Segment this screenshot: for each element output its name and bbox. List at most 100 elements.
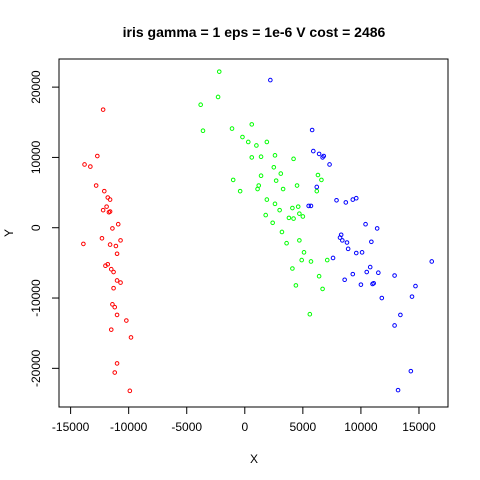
- data-point: [264, 139, 270, 145]
- data-point: [309, 127, 315, 133]
- data-point: [272, 153, 278, 158]
- series-2: [198, 69, 330, 317]
- data-point: [108, 266, 114, 272]
- data-point: [114, 278, 120, 283]
- data-point: [270, 220, 275, 226]
- data-point: [429, 259, 435, 264]
- data-point: [258, 154, 264, 160]
- data-point: [271, 164, 277, 170]
- data-point: [392, 323, 397, 328]
- data-point: [103, 263, 108, 268]
- data-point: [114, 251, 120, 257]
- x-tick-label: -15000: [52, 420, 90, 434]
- data-point: [200, 128, 206, 134]
- data-point: [314, 188, 320, 194]
- data-point: [263, 212, 268, 218]
- data-point: [315, 172, 321, 178]
- data-point: [100, 207, 106, 213]
- data-point: [114, 312, 120, 318]
- data-point: [279, 229, 285, 235]
- data-point: [107, 197, 113, 202]
- data-point: [353, 195, 359, 201]
- data-point: [198, 102, 203, 107]
- data-point: [290, 205, 295, 211]
- data-point: [342, 277, 347, 283]
- data-point: [99, 235, 105, 241]
- data-point: [367, 264, 373, 270]
- data-point: [286, 215, 292, 221]
- data-point: [358, 282, 364, 287]
- data-point: [111, 285, 116, 291]
- chart-title: iris gamma = 1 eps = 1e-6 V cost = 2486: [123, 24, 386, 40]
- data-point: [379, 295, 385, 301]
- data-point: [374, 226, 380, 231]
- data-point: [104, 204, 109, 209]
- data-point: [272, 201, 278, 207]
- data-point: [343, 200, 349, 205]
- data-point: [345, 246, 351, 252]
- data-point: [249, 122, 255, 127]
- x-axis: -15000 -10000 -5000 0 5000 10000 15000: [52, 406, 436, 434]
- data-point: [106, 209, 112, 215]
- data-point: [118, 280, 123, 285]
- data-point: [363, 221, 368, 227]
- series-1: [81, 107, 134, 394]
- data-point: [115, 221, 121, 227]
- y-tick-label: 20000: [29, 70, 43, 104]
- data-point: [230, 177, 236, 183]
- x-tick-label: 10000: [344, 420, 378, 434]
- data-point: [297, 211, 302, 216]
- data-point: [369, 239, 374, 245]
- data-point: [114, 361, 120, 366]
- data-point: [408, 368, 414, 374]
- data-point: [128, 335, 134, 340]
- data-point: [301, 250, 307, 255]
- data-point: [118, 238, 123, 243]
- data-point: [112, 370, 118, 375]
- data-point: [409, 294, 415, 299]
- data-point: [290, 266, 295, 271]
- data-point: [215, 94, 221, 100]
- data-point: [101, 188, 107, 194]
- x-tick-label: 0: [241, 420, 248, 434]
- data-point: [258, 173, 264, 179]
- data-point: [371, 280, 376, 286]
- data-point: [338, 232, 344, 238]
- data-point: [268, 77, 273, 83]
- y-axis: -20000 -10000 0 10000 20000: [29, 70, 60, 387]
- data-point: [245, 139, 251, 145]
- data-point: [413, 283, 418, 289]
- data-point: [398, 312, 403, 318]
- data-point: [111, 269, 116, 275]
- data-point: [216, 69, 222, 74]
- data-point: [293, 283, 299, 288]
- data-point: [344, 240, 350, 245]
- data-point: [249, 155, 255, 160]
- data-point: [108, 327, 114, 332]
- data-point: [255, 186, 260, 192]
- data-point: [291, 216, 296, 221]
- data-point: [316, 273, 322, 279]
- data-point: [93, 183, 99, 188]
- data-point: [127, 388, 133, 394]
- data-point: [319, 177, 324, 183]
- data-point: [395, 387, 401, 393]
- data-point: [300, 214, 306, 219]
- data-point: [334, 198, 339, 203]
- x-tick-label: -10000: [110, 420, 148, 434]
- x-tick-label: 5000: [289, 420, 316, 434]
- data-point: [330, 255, 336, 261]
- y-tick-label: 10000: [29, 140, 43, 174]
- data-point: [240, 134, 245, 140]
- data-point: [307, 311, 313, 317]
- data-point: [311, 148, 316, 154]
- data-point: [299, 257, 304, 263]
- data-point: [308, 259, 314, 264]
- data-point: [392, 273, 397, 278]
- y-tick-label: 0: [29, 224, 43, 231]
- data-point: [291, 156, 296, 162]
- data-point: [350, 271, 356, 277]
- data-point: [316, 151, 322, 157]
